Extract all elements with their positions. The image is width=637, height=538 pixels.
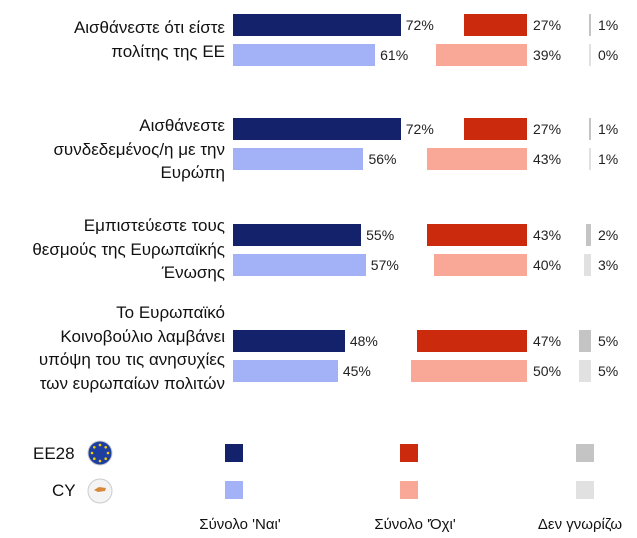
value-label: 47% — [533, 333, 562, 349]
bar — [233, 147, 364, 170]
question-label: Αισθάνεστε ότι είστε πολίτης της ΕΕ — [73, 18, 225, 61]
bar — [426, 147, 527, 170]
bar — [588, 14, 591, 36]
bar — [586, 224, 591, 246]
bar — [233, 253, 366, 276]
bar — [233, 118, 401, 140]
value-label: 5% — [598, 362, 619, 379]
column-label: Σύνολο 'Όχι' — [374, 516, 456, 533]
value-label: 57% — [370, 256, 399, 273]
value-label: 43% — [533, 150, 562, 167]
eu-flag-icon — [87, 440, 113, 466]
bar — [579, 359, 591, 382]
value-label: 72% — [405, 17, 434, 33]
value-label: 39% — [533, 46, 562, 63]
bar — [436, 43, 527, 66]
value-label: 56% — [368, 150, 397, 167]
legend-label: CY — [52, 481, 76, 500]
column-label: Δεν γνωρίζω — [537, 516, 623, 533]
question-label: Αισθάνεστε συνδεδεμένος/η με την Ευρώπη — [53, 116, 225, 182]
value-label: 45% — [342, 362, 371, 379]
value-label: 0% — [598, 46, 619, 63]
bar — [588, 147, 591, 170]
bar — [410, 359, 527, 382]
value-label: 43% — [533, 227, 562, 243]
legend-swatch — [400, 481, 418, 499]
bar — [433, 253, 527, 276]
value-label: 40% — [533, 256, 562, 273]
bar — [233, 224, 362, 246]
bar — [588, 118, 591, 140]
bar — [426, 224, 527, 246]
bar — [233, 330, 345, 352]
legend-swatch — [225, 481, 243, 499]
bar — [579, 330, 591, 352]
value-label: 61% — [380, 46, 409, 63]
question-label: Εμπιστεύεστε τους θεσμούς της Ευρωπαϊκής… — [32, 216, 225, 282]
value-label: 55% — [366, 227, 395, 243]
value-label: 1% — [598, 121, 619, 137]
bar — [233, 14, 401, 36]
bar — [417, 330, 527, 352]
cy-flag-icon — [87, 478, 113, 504]
legend-label: EE28 — [33, 444, 75, 463]
bar — [233, 359, 338, 382]
value-label: 3% — [598, 256, 619, 273]
value-label: 72% — [405, 121, 434, 137]
bar — [589, 43, 591, 66]
value-label: 27% — [533, 121, 562, 137]
column-label: Σύνολο 'Ναι' — [199, 516, 281, 533]
value-label: 1% — [598, 17, 619, 33]
question-label: Το Ευρωπαϊκό Κοινοβούλιο λαμβάνει υπόψη … — [38, 303, 225, 393]
value-label: 2% — [598, 227, 619, 243]
legend-swatch — [400, 444, 418, 462]
value-label: 50% — [533, 362, 562, 379]
value-label: 27% — [533, 17, 562, 33]
legend-swatch — [225, 444, 243, 462]
bar — [464, 14, 527, 36]
value-label: 5% — [598, 333, 619, 349]
value-label: 1% — [598, 150, 619, 167]
value-label: 48% — [349, 333, 378, 349]
legend-swatch — [576, 444, 594, 462]
legend-swatch — [576, 481, 594, 499]
bar — [233, 43, 376, 66]
bar — [584, 253, 591, 276]
bar — [464, 118, 527, 140]
